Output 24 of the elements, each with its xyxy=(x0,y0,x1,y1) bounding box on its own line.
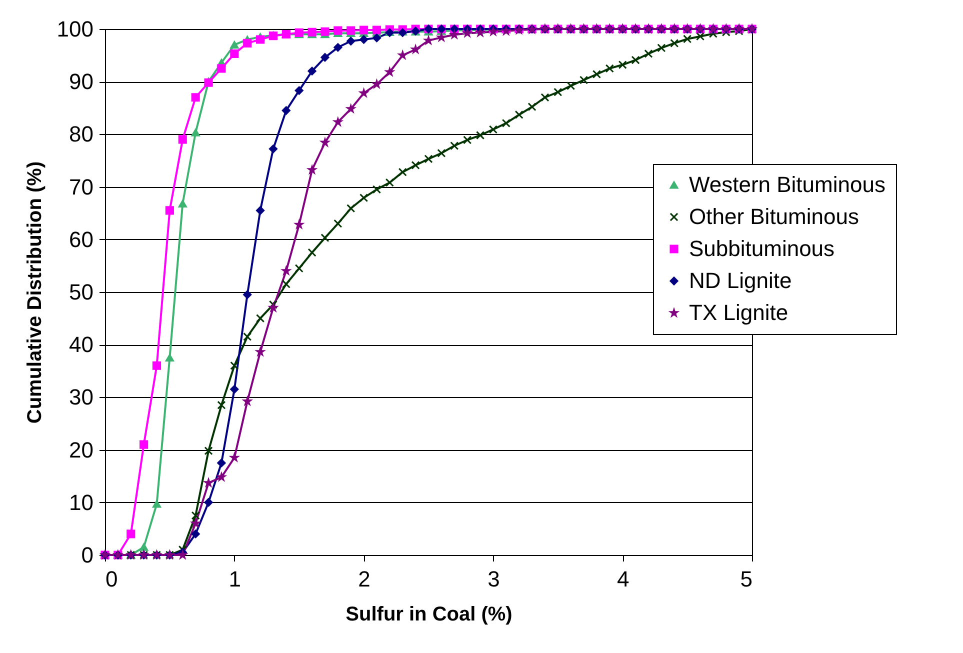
x-tick-label: 4 xyxy=(616,566,630,592)
y-axis-title: Cumulative Distribution (%) xyxy=(24,161,46,424)
y-tick-label: 20 xyxy=(69,437,94,462)
y-tick-label: 30 xyxy=(69,384,94,410)
y-tick-label: 40 xyxy=(69,332,94,358)
legend-label: Subbituminous xyxy=(689,236,835,261)
legend-label: TX Lignite xyxy=(689,300,788,325)
y-tick-label: 50 xyxy=(69,280,94,304)
x-tick-label: 2 xyxy=(358,566,370,592)
y-tick-label: 60 xyxy=(69,226,94,252)
legend-label: ND Lignite xyxy=(689,268,792,293)
legend-label: Other Bituminous xyxy=(689,204,859,229)
y-tick-label: 100 xyxy=(56,16,94,42)
y-tick-label: 0 xyxy=(81,542,94,568)
x-tick-label: 0 xyxy=(106,566,118,592)
x-tick-label: 1 xyxy=(228,566,242,592)
y-tick-label: 70 xyxy=(69,174,94,200)
y-tick-label: 90 xyxy=(69,69,94,94)
y-tick-label: 80 xyxy=(69,122,94,147)
x-tick-label: 5 xyxy=(740,566,752,592)
x-tick-label: 3 xyxy=(488,566,500,592)
y-tick-label: 10 xyxy=(69,490,94,515)
legend-label: Western Bituminous xyxy=(689,172,886,197)
x-axis-title: Sulfur in Coal (%) xyxy=(346,604,512,626)
